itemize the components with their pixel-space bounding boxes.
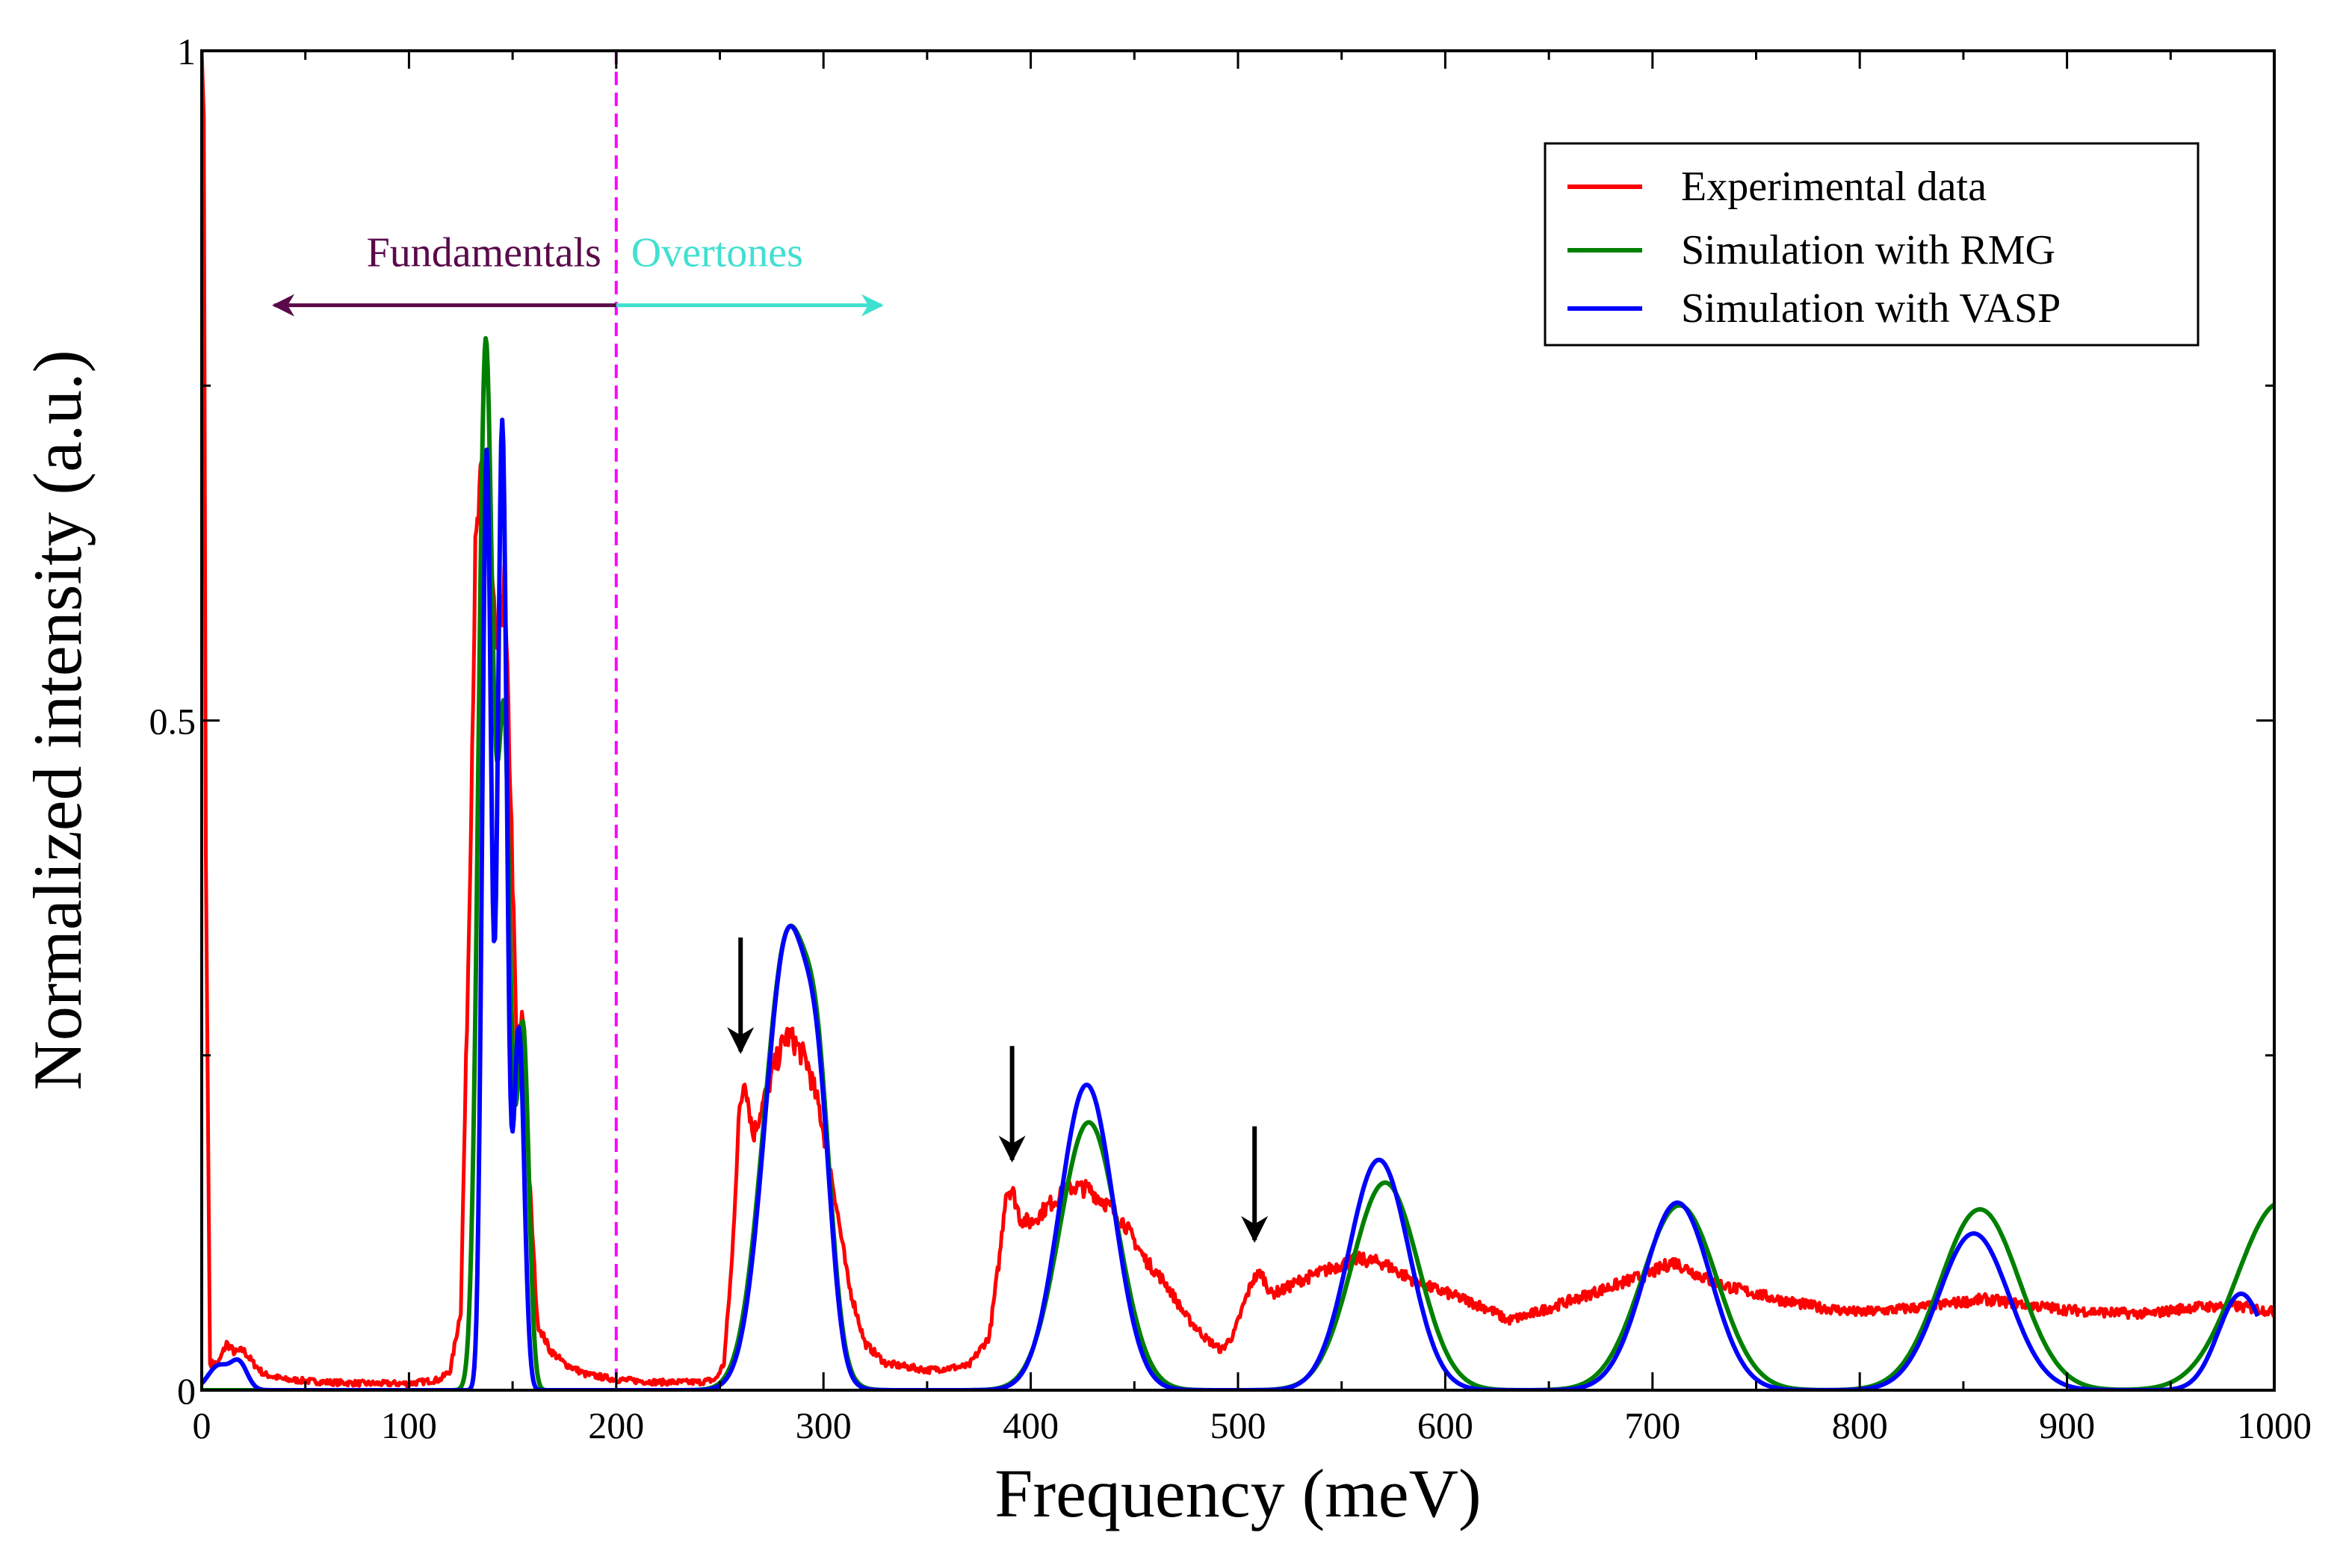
legend-label-rmg: Simulation with RMG — [1681, 227, 2055, 273]
y-axis-title: Normalized intensity (a.u.) — [19, 350, 96, 1090]
x-tick-label: 300 — [796, 1404, 852, 1446]
annotation-layer: Fundamentals Overtones — [272, 230, 1269, 1243]
x-tick-label: 200 — [588, 1404, 644, 1446]
x-tick-label: 400 — [1003, 1404, 1059, 1446]
legend-box — [1544, 142, 2200, 347]
x-tick-label: 100 — [381, 1404, 437, 1446]
y-tick-label: 1 — [177, 31, 196, 72]
x-tick-label: 0 — [193, 1404, 211, 1446]
x-tick-label: 900 — [2039, 1404, 2095, 1446]
fundamentals-label: Fundamentals — [367, 230, 601, 276]
x-tick-label: 1000 — [2237, 1404, 2312, 1446]
series-experimental-line — [202, 51, 2274, 1389]
ticks-layer: 0 100 200 300 400 500 600 700 800 900 1000 0 0.5 1 — [149, 31, 2312, 1446]
x-tick-label: 700 — [1624, 1404, 1680, 1446]
series-vasp-line — [202, 418, 2260, 1390]
x-tick-label: 600 — [1417, 1404, 1473, 1446]
y-tick-label: 0 — [177, 1370, 196, 1412]
x-tick-label: 800 — [1832, 1404, 1888, 1446]
legend-label-vasp: Simulation with VASP — [1681, 285, 2061, 332]
x-axis-title: Frequency (meV) — [994, 1455, 1481, 1531]
y-tick-label: 0.5 — [149, 701, 196, 743]
legend-label-experimental: Experimental data — [1681, 164, 1987, 210]
x-tick-label: 500 — [1210, 1404, 1266, 1446]
legend: Experimental data Simulation with RMG Si… — [1544, 142, 2200, 347]
overtones-label: Overtones — [631, 230, 803, 276]
